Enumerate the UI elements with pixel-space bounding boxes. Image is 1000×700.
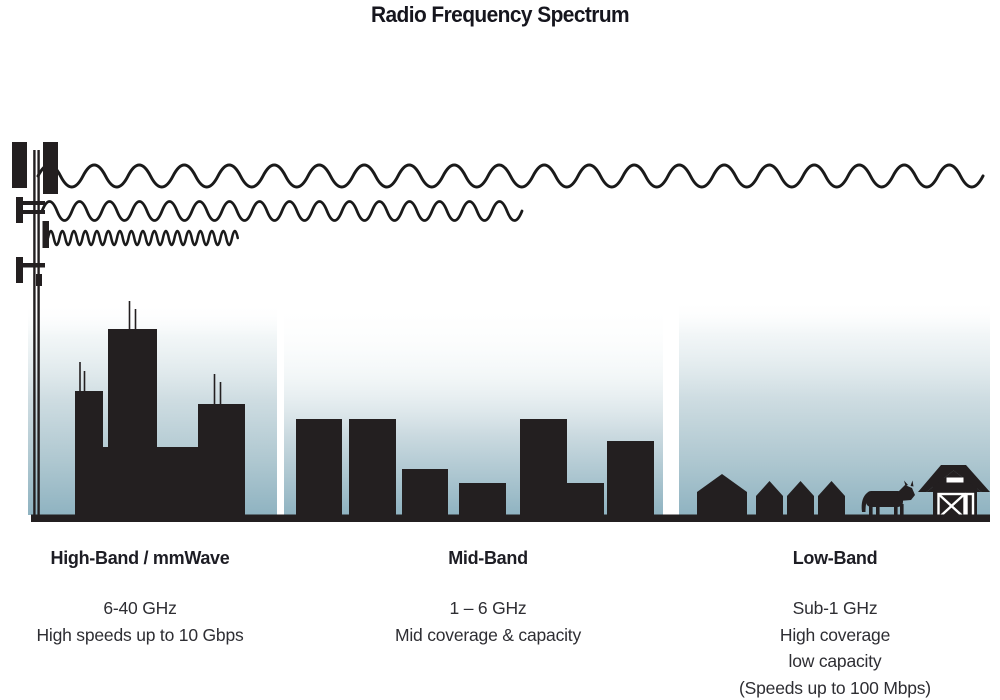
band-desc-lowband-2: (Speeds up to 100 Mbps) <box>739 677 931 698</box>
band-desc-highband: High speeds up to 10 Gbps <box>36 624 244 645</box>
city-skyline-icon <box>75 301 245 520</box>
band-freq-midband: 1 – 6 GHz <box>449 598 527 618</box>
midrise-buildings-icon <box>296 419 654 520</box>
spectrum-figure <box>12 142 990 522</box>
band-name-highband: High-Band / mmWave <box>50 548 230 568</box>
houses-icon <box>697 474 845 520</box>
page-title: Radio Frequency Spectrum <box>370 2 630 27</box>
band-desc-lowband-1: low capacity <box>788 651 882 671</box>
band-label-midband: Mid-Band 1 – 6 GHz Mid coverage & capaci… <box>368 548 608 648</box>
band-desc-midband: Mid coverage & capacity <box>394 624 582 645</box>
wave-high-band-icon <box>46 229 239 247</box>
barn-icon <box>918 465 990 520</box>
wave-mid-band-icon <box>40 200 524 222</box>
sky-panel-midband <box>284 303 663 515</box>
band-freq-highband: 6-40 GHz <box>103 598 177 618</box>
rooftop-antenna-masts <box>79 301 222 405</box>
band-desc-lowband-0: High coverage <box>779 624 891 645</box>
radio-waves <box>36 163 985 247</box>
band-name-midband: Mid-Band <box>448 548 528 568</box>
band-freq-lowband: Sub-1 GHz <box>792 598 878 618</box>
band-label-highband: High-Band / mmWave 6-40 GHz High speeds … <box>20 548 260 648</box>
band-name-lowband: Low-Band <box>792 548 878 568</box>
band-label-lowband: Low-Band Sub-1 GHz High coverage low capa… <box>715 548 955 700</box>
cell-tower-icon <box>12 142 58 520</box>
cow-icon <box>861 480 915 518</box>
ground-line <box>31 514 990 522</box>
wave-low-band-icon <box>36 163 985 189</box>
